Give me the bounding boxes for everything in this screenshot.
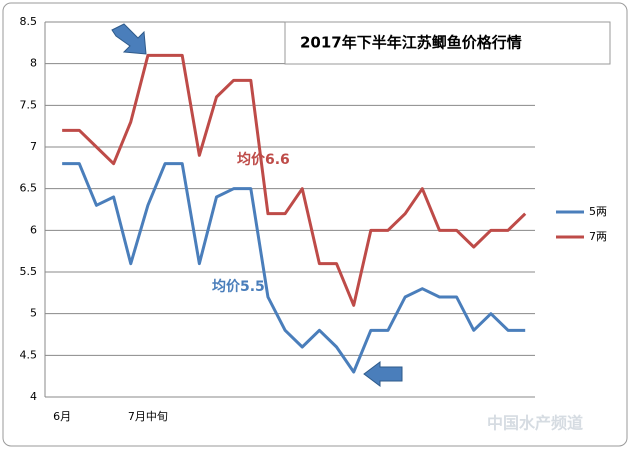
y-tick-label: 8.5 bbox=[20, 15, 38, 28]
arrow bbox=[111, 23, 147, 55]
annotation: 均价5.5 bbox=[212, 278, 265, 295]
annotation: 均价6.6 bbox=[237, 151, 290, 168]
line bbox=[62, 53, 527, 307]
chart-frame bbox=[2, 2, 628, 447]
chart-title: 2017年下半年江苏鲫鱼价格行情 bbox=[300, 34, 522, 52]
y-tick-label: 4 bbox=[30, 390, 37, 403]
y-tick-label: 4.5 bbox=[20, 348, 38, 361]
legend-label: 5两 bbox=[589, 205, 607, 218]
watermark: 中国水产频道 bbox=[487, 414, 583, 433]
line bbox=[62, 162, 526, 374]
y-tick-label: 7 bbox=[30, 140, 37, 153]
arrow bbox=[363, 361, 403, 387]
y-tick-label: 6 bbox=[30, 223, 37, 236]
x-tick-label: 7月中旬 bbox=[128, 410, 168, 423]
legend-label: 7两 bbox=[589, 230, 607, 243]
x-tick-label: 6月 bbox=[53, 410, 71, 423]
y-tick-label: 5 bbox=[30, 307, 37, 320]
y-tick-label: 6.5 bbox=[20, 182, 38, 195]
y-tick-label: 5.5 bbox=[20, 265, 38, 278]
y-tick-label: 8 bbox=[30, 57, 37, 70]
title-box bbox=[284, 21, 611, 65]
y-tick-label: 7.5 bbox=[20, 98, 38, 111]
